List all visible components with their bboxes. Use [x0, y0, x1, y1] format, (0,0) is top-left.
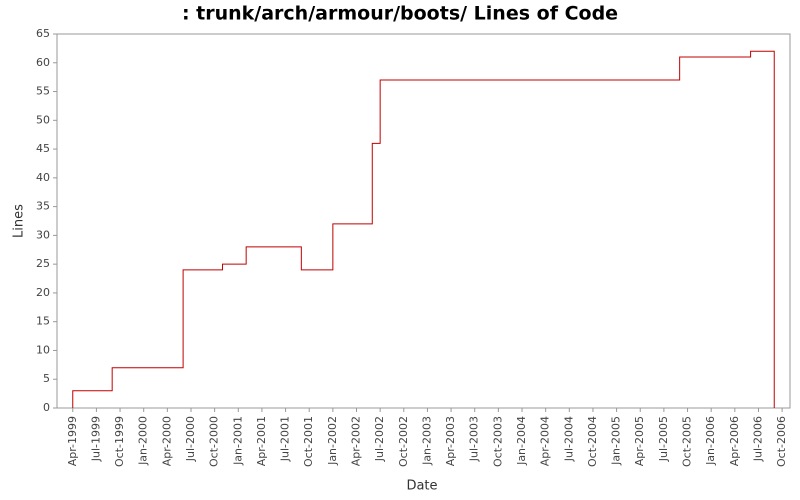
x-tick-label: Jan-2002	[326, 416, 339, 466]
x-tick-label: Apr-2004	[539, 416, 552, 466]
x-tick-label: Oct-2000	[208, 416, 221, 467]
x-tick-label: Jul-1999	[89, 416, 102, 462]
x-tick-label: Jul-2000	[184, 416, 197, 462]
chart-title: : trunk/arch/armour/boots/ Lines of Code	[182, 3, 618, 25]
y-tick-label: 25	[36, 257, 50, 270]
x-tick-label: Jan-2000	[137, 416, 150, 466]
x-tick-label: Apr-2001	[255, 416, 268, 466]
y-tick-label: 60	[36, 56, 50, 69]
x-tick-label: Jan-2004	[515, 416, 528, 466]
y-axis-label: Lines	[12, 204, 27, 238]
x-axis-label: Date	[406, 479, 437, 494]
x-tick-label: Oct-2004	[586, 416, 599, 467]
x-tick-label: Oct-2005	[681, 416, 694, 467]
plot-area	[56, 33, 791, 409]
x-tick-label: Oct-2001	[302, 416, 315, 467]
y-tick-label: 40	[36, 171, 50, 184]
x-tick-label: Oct-2003	[491, 416, 504, 467]
x-tick-label: Jul-2004	[562, 416, 575, 462]
x-tick-label: Jan-2003	[420, 416, 433, 466]
x-tick-label: Apr-1999	[66, 416, 79, 466]
y-tick-label: 15	[36, 315, 50, 328]
x-tick-label: Jul-2005	[657, 416, 670, 462]
x-tick-label: Oct-1999	[113, 416, 126, 467]
x-tick-label: Oct-2006	[775, 416, 788, 467]
x-tick-label: Jul-2002	[373, 416, 386, 462]
y-tick-label: 30	[36, 228, 50, 241]
x-tick-label: Apr-2003	[444, 416, 457, 466]
x-tick-label: Apr-2002	[350, 416, 363, 466]
x-tick-label: Jul-2001	[279, 416, 292, 462]
x-tick-label: Jul-2003	[468, 416, 481, 462]
x-tick-label: Jul-2006	[751, 416, 764, 462]
y-tick-label: 5	[43, 372, 50, 385]
y-tick-label: 20	[36, 286, 50, 299]
y-tick-label: 35	[36, 200, 50, 213]
y-tick-label: 10	[36, 343, 50, 356]
y-tick-label: 65	[36, 27, 50, 40]
x-tick-label: Apr-2005	[633, 416, 646, 466]
y-tick-label: 50	[36, 113, 50, 126]
line	[72, 50, 775, 408]
x-tick-label: Jan-2001	[231, 416, 244, 466]
y-tick-label: 0	[43, 401, 50, 414]
x-tick-label: Jan-2005	[610, 416, 623, 466]
x-tick-label: Jan-2006	[704, 416, 717, 466]
x-tick-label: Apr-2000	[160, 416, 173, 466]
y-tick-label: 45	[36, 142, 50, 155]
x-tick-label: Apr-2006	[728, 416, 741, 466]
x-tick-label: Oct-2002	[397, 416, 410, 467]
y-tick-label: 55	[36, 85, 50, 98]
